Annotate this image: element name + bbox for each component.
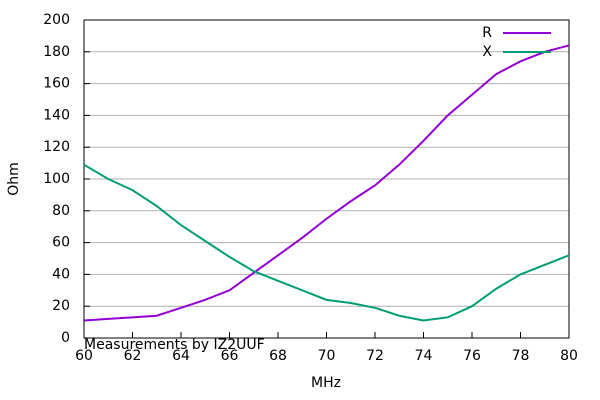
annotation: Measurements by IZ2UUF [84, 337, 265, 353]
x-tick-label: 62 [124, 348, 142, 364]
x-tick-label: 74 [415, 348, 433, 364]
y-tick-label: 140 [43, 107, 70, 123]
legend-label: R [482, 25, 492, 41]
legend-label: X [482, 44, 492, 60]
y-tick-label: 200 [43, 12, 70, 28]
x-tick-label: 80 [560, 348, 578, 364]
x-tick-label: 68 [269, 348, 287, 364]
x-tick-label: 64 [172, 348, 190, 364]
x-tick-label: 72 [366, 348, 384, 364]
y-tick-label: 80 [52, 203, 70, 219]
y-tick-label: 160 [43, 76, 70, 92]
y-tick-label: 20 [52, 298, 70, 314]
x-tick-label: 60 [75, 348, 93, 364]
y-tick-label: 60 [52, 235, 70, 251]
y-tick-label: 120 [43, 139, 70, 155]
y-tick-label: 180 [43, 44, 70, 60]
series-line [83, 163, 570, 322]
x-tick-label: 70 [318, 348, 336, 364]
series-line [83, 44, 570, 322]
x-tick-label: 66 [221, 348, 239, 364]
x-tick-label: 76 [463, 348, 481, 364]
y-tick-label: 40 [52, 266, 70, 282]
plot-frame [83, 19, 570, 339]
y-axis-label: Ohm [6, 162, 22, 196]
x-tick-label: 78 [512, 348, 530, 364]
y-tick-label: 100 [43, 171, 70, 187]
y-tick-label: 0 [61, 330, 70, 346]
x-axis-label: MHz [311, 375, 341, 391]
